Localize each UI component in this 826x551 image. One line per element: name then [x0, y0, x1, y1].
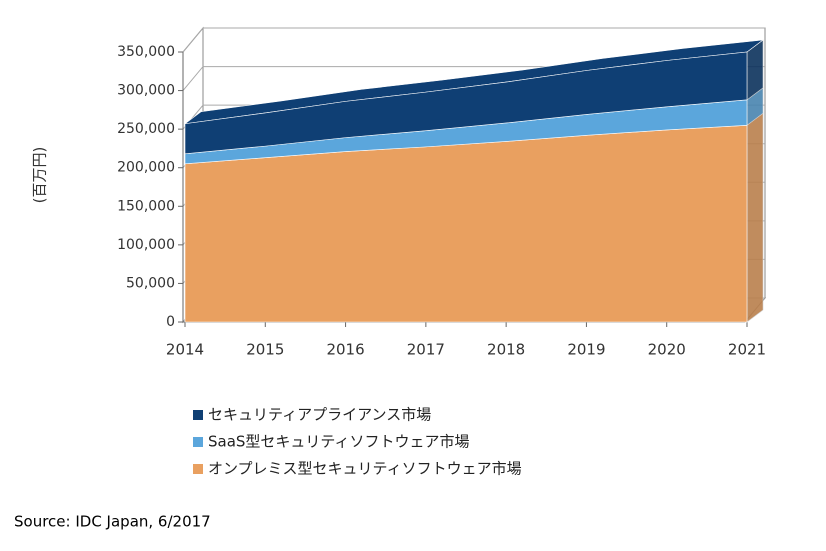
x-tick-label: 2014	[166, 341, 204, 359]
legend-label: セキュリティアプライアンス市場	[208, 406, 431, 424]
x-tick-label: 2018	[487, 341, 525, 359]
y-tick-label: 350,000	[117, 44, 175, 60]
y-tick-label: 200,000	[117, 160, 175, 176]
y-tick-label: 300,000	[117, 83, 175, 99]
source: Source: IDC Japan, 6/2017	[14, 513, 211, 531]
y-tick-label: 50,000	[126, 275, 175, 291]
plot	[183, 39, 765, 323]
legend-swatch	[193, 464, 203, 474]
x-tick-label: 2021	[728, 341, 766, 359]
legend-swatch	[193, 437, 203, 447]
y-tick-label: 150,000	[117, 198, 175, 214]
x-tick-label: 2020	[648, 341, 686, 359]
area-side	[746, 112, 764, 323]
area	[184, 51, 748, 155]
x-tick-label: 2015	[246, 341, 284, 359]
legend-swatch	[193, 410, 203, 420]
y-axis-label: (百万円)	[31, 147, 49, 204]
legend-label: SaaS型セキュリティソフトウェア市場	[208, 433, 470, 451]
grid-line	[182, 27, 765, 53]
legend-label: オンプレミス型セキュリティソフトウェア市場	[208, 460, 522, 478]
y-tick-label: 250,000	[117, 121, 175, 137]
y-tick-label: 0	[166, 314, 175, 330]
y-tick-label: 100,000	[117, 237, 175, 253]
x-tick-label: 2017	[407, 341, 445, 359]
x-tick-label: 2019	[567, 341, 605, 359]
legend: セキュリティアプライアンス市場 SaaS型セキュリティソフトウェア市場オンプレミス…	[193, 406, 522, 478]
x-tick-label: 2016	[326, 341, 364, 359]
